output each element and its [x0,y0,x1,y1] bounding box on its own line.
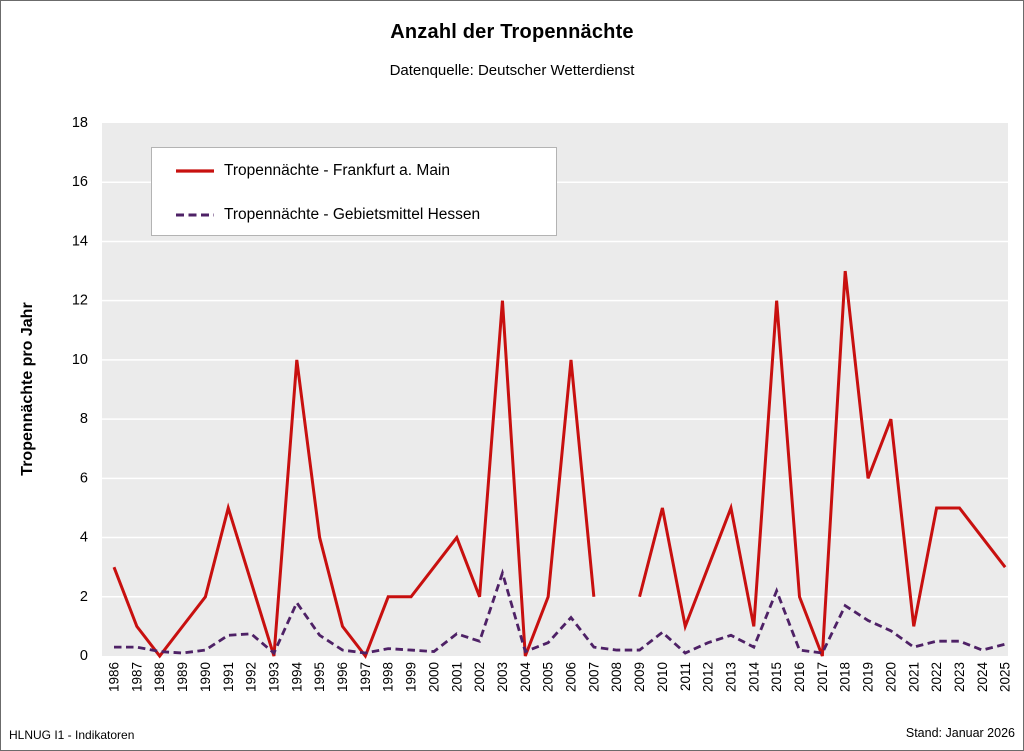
x-axis-tick-label: 2006 [564,662,579,692]
legend-label-hessen: Tropennächte - Gebietsmittel Hessen [224,206,481,223]
x-axis-tick-label: 2024 [975,662,990,693]
y-axis-tick-label: 18 [72,115,88,131]
x-axis-tick-label: 2012 [701,662,716,692]
y-axis-tick-label: 8 [80,411,88,427]
x-axis-tick-label: 1996 [335,662,350,692]
x-axis-tick-label: 1999 [404,662,419,692]
x-axis-tick-label: 1986 [107,662,122,692]
x-axis-tick-label: 1987 [129,662,144,692]
x-axis-tick-label: 2008 [609,662,624,692]
footer-source-label: HLNUG I1 - Indikatoren [9,728,135,742]
x-axis-tick-label: 2004 [518,662,533,693]
x-axis-tick-label: 2015 [769,662,784,692]
legend-line-solid-red-icon [176,169,214,173]
x-axis-tick-label: 2013 [723,662,738,692]
legend-item-frankfurt: Tropennächte - Frankfurt a. Main [176,160,450,182]
x-axis-tick-label: 2021 [906,662,921,692]
y-axis-tick-label: 2 [80,589,88,605]
x-axis-tick-label: 1998 [381,662,396,692]
x-axis-tick-label: 2025 [998,662,1013,692]
x-axis-tick-label: 1989 [175,662,190,692]
legend-box: Tropennächte - Frankfurt a. Main Tropenn… [151,147,557,236]
footer-date-label: Stand: Januar 2026 [905,726,1015,740]
x-axis-tick-label: 2009 [632,662,647,692]
legend-line-dashed-purple-icon [176,213,214,217]
legend-item-hessen: Tropennächte - Gebietsmittel Hessen [176,204,480,226]
y-axis-tick-label: 10 [72,352,88,368]
x-axis-tick-label: 2010 [655,662,670,692]
x-axis-tick-label: 2014 [746,662,761,693]
x-axis-tick-label: 2003 [495,662,510,692]
x-axis-tick-label: 1995 [312,662,327,692]
y-axis-tick-label: 4 [80,530,88,546]
series-line-0 [112,270,1007,660]
x-axis-tick-label: 2016 [792,662,807,692]
chart-subtitle: Datenquelle: Deutscher Wetterdienst [389,62,635,79]
y-axis-tick-label: 14 [72,233,88,249]
x-axis-tick-label: 2007 [586,662,601,692]
x-axis-tick-label: 2020 [883,662,898,692]
x-axis-tick-label: 1997 [358,662,373,692]
x-axis-tick-label: 2019 [861,662,876,692]
x-axis-tick-label: 1990 [198,662,213,692]
y-axis-title: Tropennächte pro Jahr [19,302,36,476]
x-axis-tick-label: 1993 [266,662,281,692]
x-axis-tick-label: 2023 [952,662,967,692]
x-axis-tick-label: 2001 [449,662,464,692]
y-axis-tick-label: 16 [72,174,88,190]
x-axis-tick-label: 2000 [426,662,441,692]
x-axis-tick-label: 1988 [152,662,167,692]
series-line-1 [114,568,1006,656]
x-axis-tick-label: 2005 [541,662,556,692]
x-axis-tick-label: 2018 [838,662,853,692]
x-axis-tick-label: 1994 [289,662,304,693]
x-axis-tick-label: 2017 [815,662,830,692]
chart-title: Anzahl der Tropennächte [390,21,634,43]
y-axis-tick-label: 12 [72,293,88,309]
y-axis-tick-label: 6 [80,470,88,486]
y-axis-tick-label: 0 [80,648,88,664]
x-axis-tick-label: 2022 [929,662,944,692]
x-axis-tick-label: 1992 [244,662,259,692]
x-axis-tick-label: 1991 [221,662,236,692]
legend-label-frankfurt: Tropennächte - Frankfurt a. Main [224,162,450,179]
x-axis-tick-label: 2002 [472,662,487,692]
x-axis-tick-label: 2011 [678,662,693,691]
